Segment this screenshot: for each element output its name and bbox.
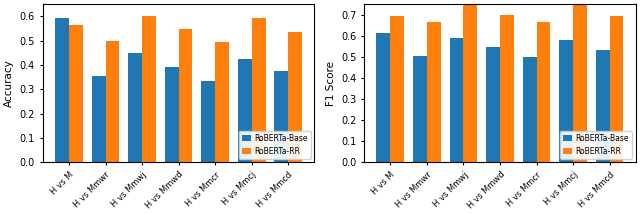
Bar xyxy=(449,38,463,163)
Bar xyxy=(573,5,587,163)
Bar xyxy=(275,71,288,163)
Y-axis label: F1 Score: F1 Score xyxy=(326,61,335,106)
Bar xyxy=(609,16,623,163)
Legend: RoBERTa-Base, RoBERTa-RR: RoBERTa-Base, RoBERTa-RR xyxy=(239,131,310,159)
Bar xyxy=(523,57,536,163)
Bar xyxy=(215,42,229,163)
Bar xyxy=(106,41,120,163)
Bar xyxy=(142,16,156,163)
Bar xyxy=(179,29,193,163)
Bar xyxy=(486,48,500,163)
Y-axis label: Accuracy: Accuracy xyxy=(4,59,14,107)
Bar xyxy=(252,18,266,163)
Bar xyxy=(69,25,83,163)
Bar xyxy=(238,59,252,163)
Bar xyxy=(376,33,390,163)
Bar xyxy=(128,53,142,163)
Bar xyxy=(427,22,441,163)
Bar xyxy=(164,68,179,163)
Bar xyxy=(288,32,302,163)
Bar xyxy=(201,81,215,163)
Bar xyxy=(92,76,106,163)
Bar xyxy=(500,15,514,163)
Bar xyxy=(55,18,69,163)
Bar xyxy=(596,49,609,163)
Bar xyxy=(536,22,550,163)
Bar xyxy=(559,40,573,163)
Bar xyxy=(463,5,477,163)
Legend: RoBERTa-Base, RoBERTa-RR: RoBERTa-Base, RoBERTa-RR xyxy=(560,131,632,159)
Bar xyxy=(413,56,427,163)
Bar xyxy=(390,16,404,163)
